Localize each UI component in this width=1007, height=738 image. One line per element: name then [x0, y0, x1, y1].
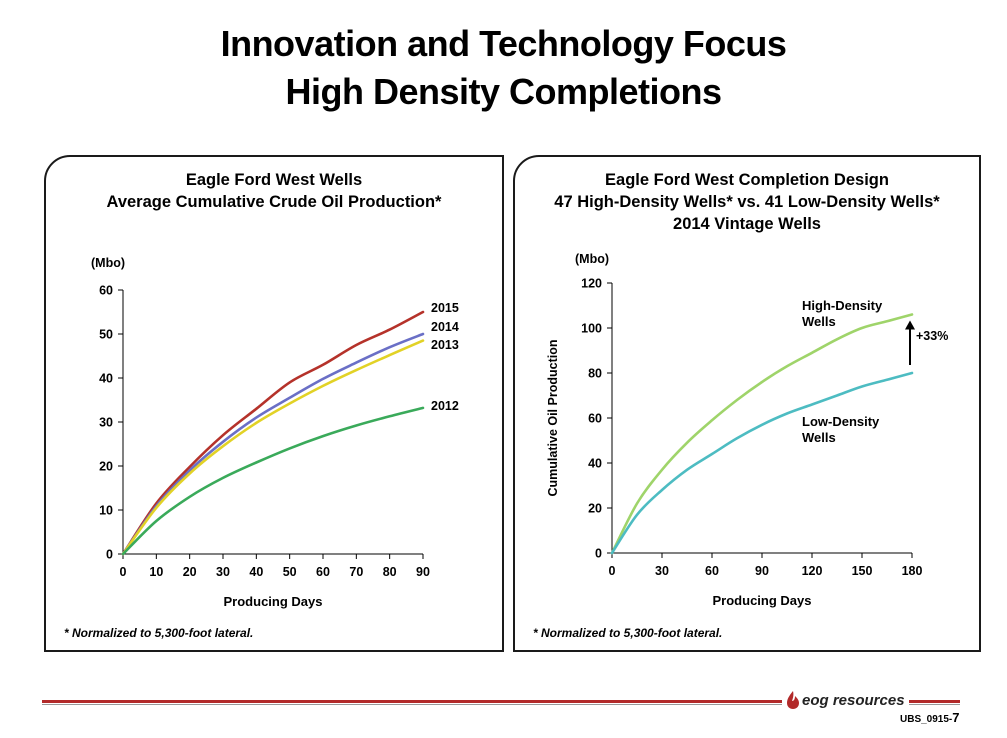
slide-code: UBS_0915- — [900, 714, 953, 725]
left-chart-subtitle: Average Cumulative Crude Oil Production* — [106, 193, 442, 211]
x-tick-label: 80 — [383, 565, 397, 579]
y-tick-label: 100 — [581, 322, 602, 336]
footer-rule-red — [42, 700, 785, 703]
right-chart-panel: Eagle Ford West Completion Design 47 Hig… — [513, 155, 981, 652]
series-label: 2013 — [431, 338, 459, 352]
right-chart-title: Eagle Ford West Completion Design — [605, 171, 889, 189]
x-tick-label: 30 — [655, 564, 669, 578]
company-logo: eog resources — [782, 688, 909, 712]
footer-rule-red-right — [900, 700, 960, 703]
y-tick-label: 0 — [106, 548, 113, 562]
x-tick-label: 0 — [120, 565, 127, 579]
y-tick-label: 60 — [99, 284, 113, 298]
x-tick-label: 20 — [183, 565, 197, 579]
series-line — [121, 310, 425, 556]
y-tick-label: 20 — [99, 460, 113, 474]
increase-arrow-head — [905, 320, 915, 330]
y-tick-label: 50 — [99, 328, 113, 342]
left-chart: 0 10 20 30 40 50 60 0 10 20 30 40 50 60 70 80 90 Producin… — [91, 256, 459, 609]
series-line — [121, 332, 425, 556]
increase-annotation: +33% — [916, 329, 948, 343]
y-axis-unit-label: (Mbo) — [91, 256, 125, 270]
right-chart: 0 20 40 60 80 100 120 0 30 60 90 120 150 180 Producing… — [546, 252, 948, 608]
x-tick-label: 70 — [349, 565, 363, 579]
slide-number: 7 — [952, 710, 960, 725]
slide-title: Innovation and Technology Focus High Den… — [0, 20, 1007, 116]
series-label: High-Density Wells — [802, 298, 883, 329]
x-tick-label: 40 — [249, 565, 263, 579]
y-tick-label: 10 — [99, 504, 113, 518]
x-tick-label: 60 — [705, 564, 719, 578]
x-tick-label: 150 — [852, 564, 873, 578]
footer-rule-grey — [42, 704, 960, 705]
slide-title-line2: High Density Completions — [285, 71, 722, 112]
right-footnote: * Normalized to 5,300-foot lateral. — [533, 626, 723, 640]
x-axis-label: Producing Days — [713, 593, 812, 608]
y-tick-label: 40 — [588, 457, 602, 471]
series-line — [610, 313, 914, 555]
x-tick-label: 50 — [283, 565, 297, 579]
series-line — [121, 406, 425, 556]
y-axis-label: Cumulative Oil Production — [546, 340, 560, 497]
y-tick-label: 40 — [99, 372, 113, 386]
y-axis-unit-label: (Mbo) — [575, 252, 609, 266]
slide-id: UBS_0915-7 — [900, 710, 960, 725]
y-tick-label: 80 — [588, 367, 602, 381]
x-tick-label: 30 — [216, 565, 230, 579]
x-tick-label: 90 — [755, 564, 769, 578]
left-footnote: * Normalized to 5,300-foot lateral. — [64, 626, 254, 640]
y-tick-label: 30 — [99, 416, 113, 430]
x-tick-label: 120 — [802, 564, 823, 578]
flame-icon — [787, 691, 799, 709]
series-label: 2012 — [431, 399, 459, 413]
y-tick-label: 120 — [581, 277, 602, 291]
x-axis-label: Producing Days — [224, 594, 323, 609]
y-tick-label: 20 — [588, 502, 602, 516]
logo-text: eog resources — [802, 691, 905, 709]
x-tick-label: 0 — [609, 564, 616, 578]
x-tick-label: 90 — [416, 565, 430, 579]
slide-title-line1: Innovation and Technology Focus — [220, 23, 787, 64]
series-label: Low-Density Wells — [802, 414, 880, 445]
left-chart-title: Eagle Ford West Wells — [185, 171, 363, 189]
right-chart-subtitle2: 2014 Vintage Wells — [673, 215, 821, 233]
series-line — [121, 339, 425, 556]
y-tick-label: 0 — [595, 547, 602, 561]
series-label: 2014 — [431, 320, 459, 334]
x-tick-label: 180 — [902, 564, 923, 578]
series-line — [610, 371, 914, 555]
left-chart-panel: Eagle Ford West Wells Average Cumulative… — [44, 155, 504, 652]
y-tick-label: 60 — [588, 412, 602, 426]
series-label: 2015 — [431, 301, 459, 315]
x-tick-label: 10 — [149, 565, 163, 579]
x-tick-label: 60 — [316, 565, 330, 579]
right-chart-subtitle: 47 High-Density Wells* vs. 41 Low-Densit… — [554, 193, 940, 211]
